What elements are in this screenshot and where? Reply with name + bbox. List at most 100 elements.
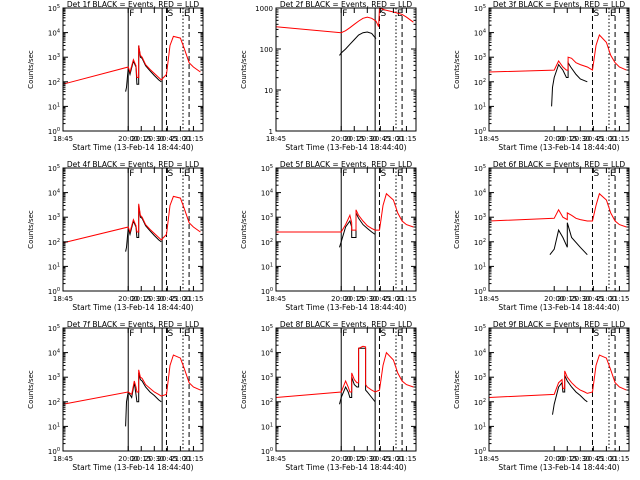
y-tick-label: 104 [261, 189, 273, 198]
y-tick-label: 105 [48, 164, 60, 173]
x-tick-label: 21:00 [170, 135, 190, 143]
x-tick-label: 20:00 [544, 135, 564, 143]
y-tick-label: 1 [269, 128, 273, 136]
chart-title: Det 3f BLACK = Events, RED = LLD [493, 0, 626, 9]
x-axis-label: Start Time (13-Feb-14 18:44:40) [498, 303, 619, 312]
y-tick-exponent: 4 [270, 189, 273, 195]
marker-label: F [342, 329, 347, 339]
chart-title: Det 9f BLACK = Events, RED = LLD [493, 320, 626, 329]
y-tick-exponent: 1 [483, 262, 486, 268]
x-tick-label: 21:00 [383, 135, 403, 143]
y-tick-label: 104 [474, 349, 486, 358]
y-tick-label: 100 [474, 127, 486, 136]
series-line-lld [62, 354, 201, 405]
x-tick-label: 20:45 [583, 295, 603, 303]
y-tick-exponent: 2 [57, 398, 60, 404]
y-tick-label: 105 [474, 164, 486, 173]
marker-label: E [610, 169, 616, 179]
y-tick-label: 104 [474, 29, 486, 38]
marker-label: F [342, 169, 347, 179]
x-tick-label: 21:15 [396, 135, 416, 143]
y-tick-exponent: 0 [483, 447, 486, 453]
x-tick-label: 20:45 [157, 135, 177, 143]
y-axis-label: Counts/sec [27, 210, 35, 249]
y-tick-exponent: 2 [483, 398, 486, 404]
y-tick-label: 105 [48, 4, 60, 13]
series-line-lld [488, 354, 627, 398]
chart-title: Det 8f BLACK = Events, RED = LLD [280, 320, 413, 329]
y-axis-label: Counts/sec [453, 370, 461, 409]
x-tick-label: 20:15 [557, 295, 577, 303]
x-tick-label: 18:45 [479, 135, 499, 143]
y-tick-label: 104 [48, 189, 60, 198]
y-tick-exponent: 4 [270, 349, 273, 355]
plot-frame [488, 327, 630, 452]
y-tick-label: 104 [48, 29, 60, 38]
marker-label: F [129, 329, 134, 339]
x-tick-label: 20:00 [118, 455, 138, 463]
y-tick-label: 102 [474, 238, 486, 247]
y-tick-label: 102 [261, 398, 273, 407]
marker-label: S [593, 329, 599, 339]
x-tick-label: 18:45 [53, 135, 73, 143]
marker-label: E [184, 329, 190, 339]
y-axis-label: Counts/sec [27, 50, 35, 89]
y-tick-exponent: 3 [483, 213, 486, 219]
x-tick-label: 20:15 [344, 295, 364, 303]
x-tick-label: 20:15 [131, 135, 151, 143]
y-tick-label: 100 [48, 287, 60, 296]
y-tick-label: 100 [474, 447, 486, 456]
series-line-lld [488, 34, 627, 73]
marker-label: S [167, 169, 173, 179]
plot-frame [62, 167, 204, 292]
x-tick-label: 20:45 [157, 455, 177, 463]
chart-title: Det 6f BLACK = Events, RED = LLD [493, 160, 626, 169]
chart-title: Det 4f BLACK = Events, RED = LLD [67, 160, 200, 169]
y-tick-label: 100 [260, 46, 273, 54]
x-tick-label: 18:45 [266, 135, 286, 143]
plot-frame [488, 167, 630, 292]
y-tick-exponent: 5 [483, 164, 486, 170]
y-axis-label: Counts/sec [453, 210, 461, 249]
y-tick-label: 100 [474, 287, 486, 296]
y-tick-exponent: 4 [57, 29, 60, 35]
y-tick-label: 105 [474, 4, 486, 13]
series-line-lld [275, 345, 414, 398]
y-tick-exponent: 5 [57, 4, 60, 10]
y-tick-label: 102 [474, 78, 486, 87]
x-tick-label: 20:15 [557, 455, 577, 463]
series-line-events [339, 31, 377, 56]
y-tick-exponent: 3 [483, 53, 486, 59]
y-tick-label: 100 [261, 447, 273, 456]
y-tick-exponent: 1 [57, 262, 60, 268]
y-tick-exponent: 3 [57, 373, 60, 379]
marker-label: E [397, 169, 403, 179]
x-axis-label: Start Time (13-Feb-14 18:44:40) [285, 303, 406, 312]
series-line-lld [488, 192, 627, 228]
y-tick-exponent: 2 [483, 238, 486, 244]
y-tick-exponent: 5 [57, 164, 60, 170]
y-tick-label: 101 [48, 422, 60, 431]
plot-frame [62, 7, 204, 132]
x-tick-label: 20:30 [144, 455, 164, 463]
x-tick-label: 21:15 [609, 135, 629, 143]
y-tick-exponent: 3 [57, 213, 60, 219]
x-axis-label: Start Time (13-Feb-14 18:44:40) [498, 463, 619, 472]
y-tick-label: 101 [48, 102, 60, 111]
x-tick-label: 20:00 [544, 295, 564, 303]
y-tick-label: 102 [261, 238, 273, 247]
x-tick-label: 21:15 [183, 295, 203, 303]
y-tick-exponent: 3 [270, 373, 273, 379]
y-tick-label: 105 [261, 164, 273, 173]
y-axis-label: Counts/sec [240, 210, 248, 249]
y-tick-label: 103 [474, 373, 486, 382]
y-tick-exponent: 1 [270, 422, 273, 428]
series-line-events [549, 222, 588, 256]
y-axis-label: Counts/sec [27, 370, 35, 409]
y-tick-exponent: 2 [483, 78, 486, 84]
